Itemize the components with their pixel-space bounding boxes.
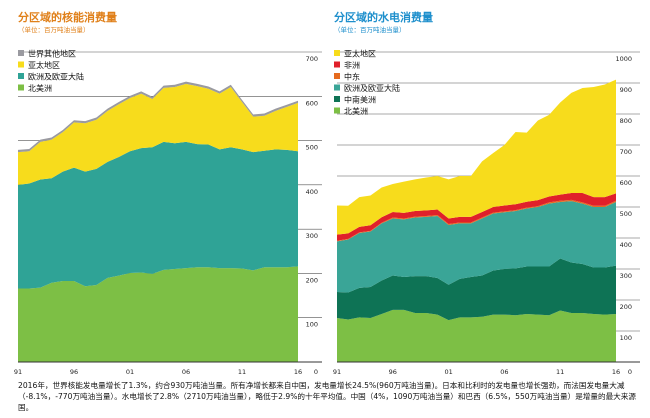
area-series-3: [337, 201, 616, 293]
y-tick-label: 500: [306, 144, 318, 152]
chart-subtitle: （单位：百万吨油当量）: [334, 25, 406, 34]
legend-label: 欧洲及欧亚大陆: [28, 72, 84, 82]
legend-swatch: [334, 50, 340, 56]
y-tick-label: 300: [620, 272, 632, 280]
area-series-4: [337, 199, 616, 242]
y-tick-label: 800: [620, 117, 632, 125]
y-tick-label: 300: [306, 232, 318, 240]
legend-swatch: [334, 84, 340, 91]
x-tick-label: 01: [444, 368, 452, 376]
y-tick-label: 600: [306, 99, 318, 107]
legend-swatch: [18, 61, 24, 68]
y-tick-label: 0: [314, 368, 318, 376]
legend-swatch: [334, 61, 340, 68]
legend-swatch: [18, 50, 24, 56]
y-tick-label: 500: [620, 210, 632, 218]
area-series-3: [18, 83, 298, 185]
legend-label: 北美洲: [344, 106, 368, 116]
x-tick-label: 01: [126, 368, 134, 376]
x-tick-label: 16: [612, 368, 620, 376]
legend-label: 亚太地区: [28, 60, 60, 70]
y-tick-label: 100: [306, 321, 318, 329]
area-series-5: [337, 193, 616, 241]
legend-label: 欧洲及欧亚大陆: [344, 83, 400, 93]
chart-1: 分区域的核能消费量（单位：百万吨油当量） 0 100 200 300 400 500 600 7…: [14, 10, 322, 376]
legend-label: 中南美洲: [344, 95, 376, 105]
area-series-2: [337, 258, 616, 321]
legend-swatch: [334, 96, 340, 102]
y-tick-label: 100: [620, 334, 632, 342]
area-series-2: [18, 141, 298, 289]
footnote-text: 2016年，世界核能发电量增长了1.3%，约合930万吨油当量。所有净增长都来自…: [18, 381, 636, 412]
y-tick-label: 0: [628, 368, 632, 376]
area-series-1: [18, 266, 298, 362]
x-tick-label: 91: [14, 368, 22, 376]
area-series-6: [337, 79, 616, 235]
legend-label: 世界其他地区: [28, 49, 76, 59]
legend-swatch: [334, 73, 340, 79]
x-tick-label: 91: [333, 368, 341, 376]
x-tick-label: 06: [182, 368, 190, 376]
chart-subtitle: （单位：百万吨油当量）: [18, 25, 90, 34]
x-tick-label: 96: [389, 368, 397, 376]
y-tick-label: 700: [620, 148, 632, 156]
x-tick-label: 06: [500, 368, 508, 376]
legend-swatch: [334, 107, 340, 114]
y-tick-label: 1000: [615, 55, 632, 63]
x-tick-label: 96: [70, 368, 78, 376]
legend-label: 非洲: [344, 60, 360, 70]
area-series-1: [337, 309, 616, 362]
x-tick-label: 11: [238, 368, 246, 376]
legend-label: 中东: [344, 72, 360, 82]
y-tick-label: 600: [620, 179, 632, 187]
chart-title: 分区域的核能消费量: [18, 10, 117, 24]
y-tick-label: 900: [620, 86, 632, 94]
chart-2: 分区域的水电消费量（单位：百万吨油当量） 0 100 200 300 400 500 600 7…: [333, 10, 640, 376]
chart-title: 分区域的水电消费量: [334, 10, 433, 24]
y-tick-label: 700: [306, 55, 318, 63]
y-tick-label: 200: [620, 303, 632, 311]
y-tick-label: 200: [306, 276, 318, 284]
y-tick-label: 400: [306, 188, 318, 196]
x-tick-label: 16: [294, 368, 302, 376]
x-tick-label: 11: [556, 368, 564, 376]
legend-label: 亚太地区: [344, 49, 376, 59]
legend-swatch: [18, 84, 24, 91]
legend-swatch: [18, 73, 24, 79]
legend-label: 北美洲: [28, 83, 52, 93]
y-tick-label: 400: [620, 241, 632, 249]
